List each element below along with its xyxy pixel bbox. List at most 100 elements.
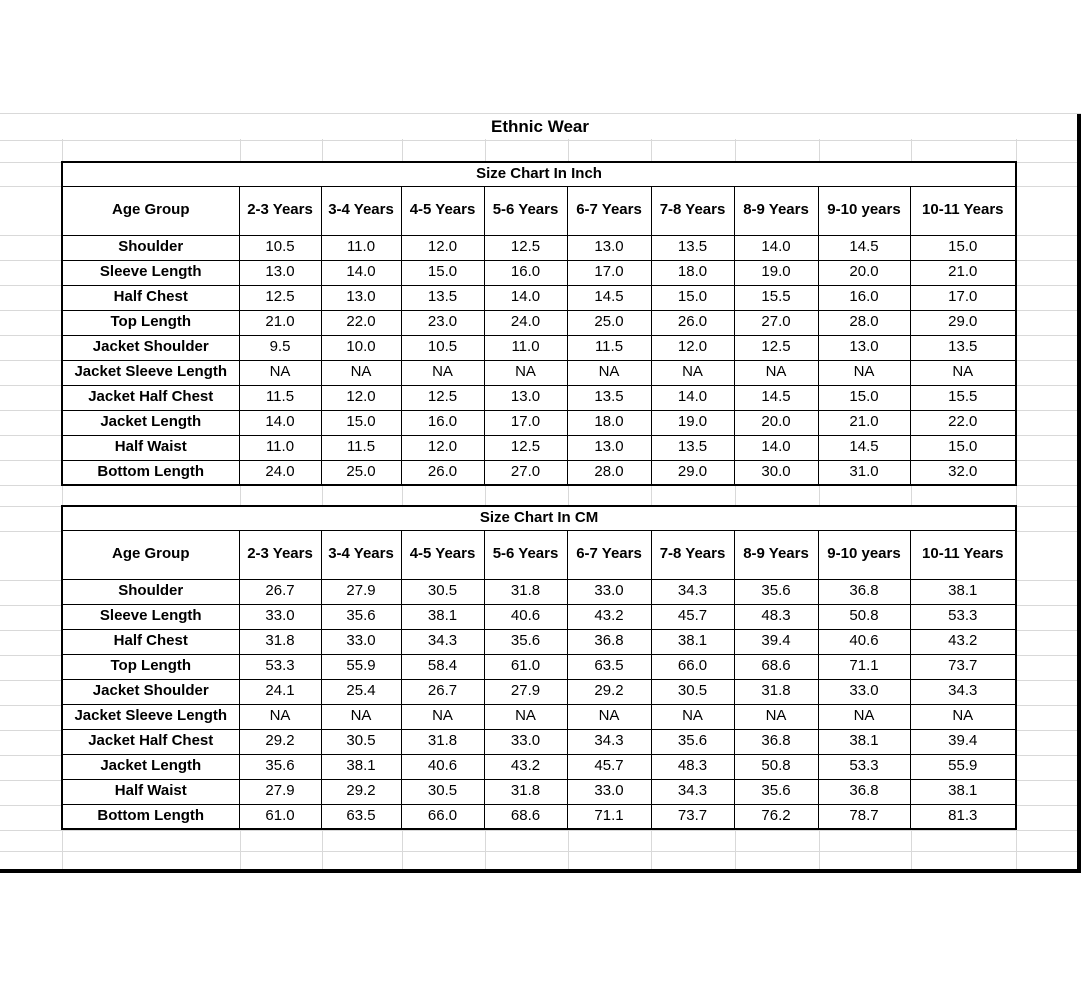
table-cell: 71.1 bbox=[817, 653, 911, 680]
table-cell: 17.0 bbox=[566, 259, 652, 286]
table-cell: 32.0 bbox=[909, 459, 1017, 486]
table-row: Jacket Half Chest 11.5 12.0 12.5 13.0 13.5 14.… bbox=[61, 384, 1017, 411]
table-cell: 15.0 bbox=[650, 284, 735, 311]
table-cell: 48.3 bbox=[733, 603, 819, 630]
table-cell: 14.5 bbox=[566, 284, 652, 311]
table-cell: 43.2 bbox=[483, 753, 568, 780]
table-cell: NA bbox=[400, 359, 485, 386]
table-cell: 34.3 bbox=[650, 778, 735, 805]
table-cell: 45.7 bbox=[566, 753, 652, 780]
table-cell: 31.8 bbox=[483, 778, 568, 805]
table-cell: 35.6 bbox=[650, 728, 735, 755]
table-cell: 53.3 bbox=[238, 653, 322, 680]
table-cell: 39.4 bbox=[909, 728, 1017, 755]
table-cell: 14.0 bbox=[483, 284, 568, 311]
table-cell: 27.9 bbox=[238, 778, 322, 805]
table-cell: 39.4 bbox=[733, 628, 819, 655]
table-cell: 18.0 bbox=[566, 409, 652, 436]
print-area-bottom-border bbox=[0, 869, 1081, 873]
table-row: Half Chest 12.5 13.0 13.5 14.0 14.5 15.0 15.5 16… bbox=[61, 284, 1017, 311]
table-cell: 15.0 bbox=[909, 234, 1017, 261]
table-cell: 14.0 bbox=[650, 384, 735, 411]
table-cell: 12.5 bbox=[483, 434, 568, 461]
table-cell: NA bbox=[817, 359, 911, 386]
table-cell: 29.2 bbox=[320, 778, 402, 805]
column-header: 9-10 years bbox=[817, 185, 911, 236]
table-cell: 26.0 bbox=[650, 309, 735, 336]
table-cell: 14.0 bbox=[733, 234, 819, 261]
table-row: Bottom Length 61.0 63.5 66.0 68.6 71.1 73.7 76.… bbox=[61, 803, 1017, 830]
gridline bbox=[62, 113, 63, 869]
table-cell: 30.5 bbox=[400, 578, 485, 605]
table-cell: 17.0 bbox=[483, 409, 568, 436]
gridline bbox=[1016, 113, 1017, 869]
column-header: 7-8 Years bbox=[650, 185, 735, 236]
table-cell: 30.0 bbox=[733, 459, 819, 486]
table-cell: 13.0 bbox=[483, 384, 568, 411]
table-cell: 17.0 bbox=[909, 284, 1017, 311]
table-cell: 16.0 bbox=[483, 259, 568, 286]
table-cell: 71.1 bbox=[566, 803, 652, 830]
table-cell: 13.0 bbox=[566, 434, 652, 461]
table-cell: 20.0 bbox=[733, 409, 819, 436]
table-cell: 13.5 bbox=[650, 234, 735, 261]
table-row: Jacket Length 35.6 38.1 40.6 43.2 45.7 48.3 50.… bbox=[61, 753, 1017, 780]
table-row: Sleeve Length 13.0 14.0 15.0 16.0 17.0 18.0 19.… bbox=[61, 259, 1017, 286]
table-cell: 38.1 bbox=[400, 603, 485, 630]
column-header: 6-7 Years bbox=[566, 185, 652, 236]
table-cell: 11.0 bbox=[320, 234, 402, 261]
table-cell: 40.6 bbox=[483, 603, 568, 630]
column-header: 7-8 Years bbox=[650, 529, 735, 580]
table-cell: NA bbox=[483, 359, 568, 386]
table-cell: 12.5 bbox=[400, 384, 485, 411]
column-header: 8-9 Years bbox=[733, 185, 819, 236]
table-cell: 15.0 bbox=[320, 409, 402, 436]
row-label: Bottom Length bbox=[61, 459, 240, 486]
table-cell: 27.0 bbox=[733, 309, 819, 336]
column-header: 10-11 Years bbox=[909, 529, 1017, 580]
table-cell: 38.1 bbox=[909, 578, 1017, 605]
table-cell: 38.1 bbox=[650, 628, 735, 655]
column-header: 4-5 Years bbox=[400, 185, 485, 236]
table-cell: 13.0 bbox=[320, 284, 402, 311]
row-label: Jacket Shoulder bbox=[61, 334, 240, 361]
table-cell: 14.5 bbox=[733, 384, 819, 411]
table-cell: 55.9 bbox=[320, 653, 402, 680]
column-header: 5-6 Years bbox=[483, 529, 568, 580]
table-cell: 29.0 bbox=[909, 309, 1017, 336]
table-cell: 30.5 bbox=[320, 728, 402, 755]
table-cell: 28.0 bbox=[817, 309, 911, 336]
column-header: 2-3 Years bbox=[238, 185, 322, 236]
table-cell: 35.6 bbox=[733, 578, 819, 605]
table-cell: 30.5 bbox=[400, 778, 485, 805]
table-cell: NA bbox=[650, 703, 735, 730]
table-cell: 19.0 bbox=[733, 259, 819, 286]
table-cell: 21.0 bbox=[817, 409, 911, 436]
table-cell: 22.0 bbox=[909, 409, 1017, 436]
print-area-right-border bbox=[1077, 114, 1081, 873]
table-cell: 31.8 bbox=[483, 578, 568, 605]
table-cell: 10.5 bbox=[400, 334, 485, 361]
row-label: Shoulder bbox=[61, 234, 240, 261]
table-cell: 36.8 bbox=[817, 578, 911, 605]
column-header: 3-4 Years bbox=[320, 529, 402, 580]
gridline bbox=[0, 851, 1081, 852]
table-cell: 38.1 bbox=[817, 728, 911, 755]
table-cell: NA bbox=[320, 703, 402, 730]
age-group-header: Age Group bbox=[61, 185, 240, 236]
table-cell: 21.0 bbox=[909, 259, 1017, 286]
table-cell: 78.7 bbox=[817, 803, 911, 830]
table-cell: 12.5 bbox=[483, 234, 568, 261]
table-cell: NA bbox=[483, 703, 568, 730]
table-cell: 50.8 bbox=[733, 753, 819, 780]
table-row: Jacket Half Chest 29.2 30.5 31.8 33.0 34.3 35.… bbox=[61, 728, 1017, 755]
row-label: Top Length bbox=[61, 653, 240, 680]
column-header: 10-11 Years bbox=[909, 185, 1017, 236]
table-cell: 13.5 bbox=[650, 434, 735, 461]
table-cell: NA bbox=[733, 703, 819, 730]
table-cell: 34.3 bbox=[566, 728, 652, 755]
table-cell: 13.0 bbox=[817, 334, 911, 361]
table-cell: 53.3 bbox=[817, 753, 911, 780]
table-cell: 29.2 bbox=[238, 728, 322, 755]
table-cell: 58.4 bbox=[400, 653, 485, 680]
